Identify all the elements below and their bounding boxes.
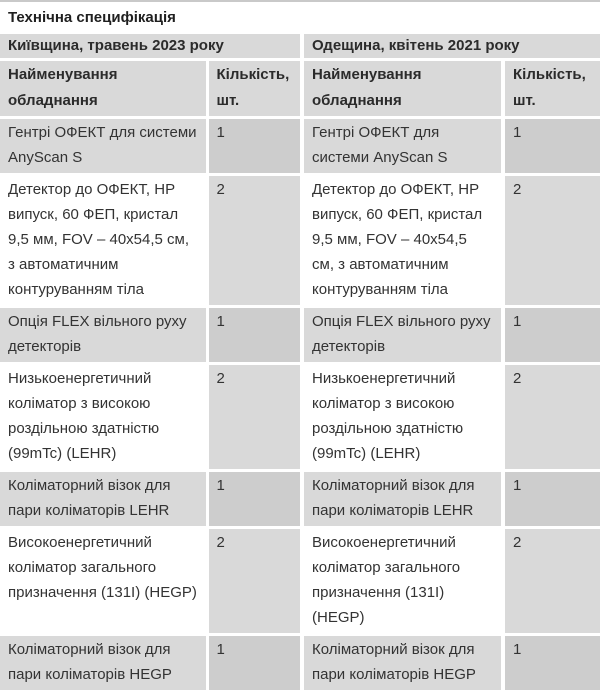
quantity-cell: 2: [503, 527, 600, 636]
equipment-name-cell: Гентрі ОФЕКТ для системи AnyScan S: [0, 117, 209, 176]
quantity-cell: 2: [503, 174, 600, 308]
title-row: Технічна специфікація: [0, 1, 600, 34]
table-row: Коліматорний візок для пари коліматорів …: [0, 634, 600, 693]
column-header-qty-odesa: Кількість, шт.: [503, 59, 600, 119]
equipment-name-cell: Низькоенергетичний коліматор з високою р…: [0, 363, 209, 472]
quantity-cell: 1: [503, 634, 600, 693]
quantity-cell: 1: [503, 470, 600, 529]
group-header-kyiv: Київщина, травень 2023 року: [0, 34, 304, 61]
quantity-cell: 1: [207, 306, 304, 365]
quantity-cell: 2: [207, 174, 304, 308]
table-row: Високоенергетичний коліматор загального …: [0, 527, 600, 636]
equipment-name-cell: Детектор до ОФЕКТ, НР випуск, 60 ФЕП, кр…: [0, 174, 209, 308]
column-header-row: Найменування обладнання Кількість, шт. Н…: [0, 59, 600, 119]
quantity-cell: 1: [207, 634, 304, 693]
equipment-name-cell: Опція FLEX вільного руху детекторів: [0, 306, 209, 365]
equipment-name-cell: Опція FLEX вільного руху детекторів: [302, 306, 505, 365]
table-row: Коліматорний візок для пари коліматорів …: [0, 470, 600, 529]
equipment-name-cell: Високоенергетичний коліматор загального …: [302, 527, 505, 636]
equipment-name-cell: Низькоенергетичний коліматор з високою р…: [302, 363, 505, 472]
quantity-cell: 2: [503, 363, 600, 472]
equipment-name-cell: Коліматорний візок для пари коліматорів …: [0, 634, 209, 693]
quantity-cell: 2: [207, 363, 304, 472]
quantity-cell: 1: [207, 470, 304, 529]
table-row: Гентрі ОФЕКТ для системи AnyScan S 1 Ген…: [0, 117, 600, 176]
equipment-name-cell: Високоенергетичний коліматор загального …: [0, 527, 209, 636]
equipment-name-cell: Коліматорний візок для пари коліматорів …: [302, 634, 505, 693]
quantity-cell: 1: [503, 306, 600, 365]
equipment-name-cell: Коліматорний візок для пари коліматорів …: [302, 470, 505, 529]
group-header-odesa: Одещина, квітень 2021 року: [302, 34, 600, 61]
column-header-qty-kyiv: Кількість, шт.: [207, 59, 304, 119]
column-header-name-odesa: Найменування обладнання: [302, 59, 505, 119]
column-header-name-kyiv: Найменування обладнання: [0, 59, 209, 119]
table-title: Технічна специфікація: [0, 1, 600, 34]
equipment-name-cell: Гентрі ОФЕКТ для системи AnyScan S: [302, 117, 505, 176]
quantity-cell: 1: [207, 117, 304, 176]
table-row: Опція FLEX вільного руху детекторів 1 Оп…: [0, 306, 600, 365]
quantity-cell: 2: [207, 527, 304, 636]
quantity-cell: 1: [503, 117, 600, 176]
table-row: Низькоенергетичний коліматор з високою р…: [0, 363, 600, 472]
equipment-name-cell: Коліматорний візок для пари коліматорів …: [0, 470, 209, 529]
equipment-name-cell: Детектор до ОФЕКТ, НР випуск, 60 ФЕП, кр…: [302, 174, 505, 308]
table-row: Детектор до ОФЕКТ, НР випуск, 60 ФЕП, кр…: [0, 174, 600, 308]
region-group-row: Київщина, травень 2023 року Одещина, кві…: [0, 34, 600, 61]
